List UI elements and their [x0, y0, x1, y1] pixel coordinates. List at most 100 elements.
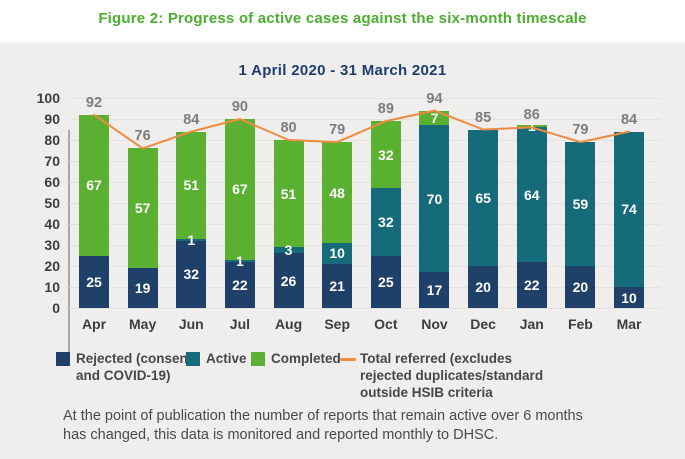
bar-segment-rejected — [614, 287, 645, 308]
bar-segment-rejected — [565, 266, 596, 308]
bar-segment-completed — [322, 142, 353, 243]
legend-label: Rejected (consent and COVID-19) — [76, 351, 193, 383]
bar-segment-rejected — [127, 268, 158, 308]
bar-segment-value: 64 — [523, 186, 540, 203]
legend-label: Completed — [271, 351, 341, 366]
bar-segment-completed — [273, 140, 304, 248]
total-referred-value: 79 — [329, 122, 346, 139]
bar-segment-rejected — [224, 261, 255, 308]
bar-segment-active — [565, 142, 596, 266]
bar-column-jul: 22 1 67 — [224, 98, 255, 308]
x-axis-label-nov: Nov — [421, 316, 448, 332]
bar-segment-value: 25 — [86, 273, 102, 290]
total-referred-value: 90 — [231, 99, 248, 115]
bar-segment-active — [370, 188, 401, 256]
y-axis-tick-label: 50 — [44, 195, 60, 211]
total-referred-value: 94 — [426, 90, 443, 107]
gridline — [69, 97, 660, 99]
bar-segment-rejected — [273, 253, 304, 308]
bar-segment-value: 21 — [329, 277, 345, 294]
total-referred-value: 89 — [377, 101, 394, 118]
bar-segment-active — [419, 125, 450, 273]
bar-segment-value: 10 — [621, 289, 637, 306]
total-referred-value: 84 — [620, 111, 638, 128]
bar-segment-rejected — [370, 255, 401, 308]
bar-column-feb: 20 59 — [565, 98, 596, 308]
y-axis-tick-label: 20 — [44, 258, 60, 274]
footer-note: At the point of publication the number o… — [63, 407, 653, 445]
bar-column-jun: 32 1 51 — [176, 98, 207, 308]
x-axis-label-sep: Sep — [324, 316, 351, 332]
bar-column-mar: 10 74 — [614, 98, 645, 308]
bar-segment-value: 59 — [572, 196, 589, 213]
bar-column-sep: 21 10 48 — [322, 98, 353, 308]
plot-area: 25 67 19 57 32 1 51 22 1 67 26 3 51 21 10 48 25 32 32 17 70 7… — [69, 97, 660, 309]
bar-segment-value: 48 — [329, 184, 345, 201]
bar-segment-value: 67 — [86, 177, 102, 194]
legend-square-swatch — [186, 352, 200, 366]
bar-segment-value: 20 — [475, 279, 491, 295]
y-axis-tick-label: 90 — [44, 111, 60, 127]
x-axis-label-dec: Dec — [470, 316, 496, 332]
bar-segment-completed — [370, 121, 401, 189]
figure-title: Figure 2: Progress of active cases again… — [98, 10, 587, 27]
legend-square-swatch — [56, 352, 70, 366]
gridline — [69, 265, 660, 267]
legend-label: Total referred (excludes rejected duplica… — [360, 351, 544, 400]
bar-column-aug: 26 3 51 — [273, 98, 304, 308]
gridline — [69, 286, 660, 288]
gridline — [69, 139, 660, 141]
total-referred-value: 85 — [475, 109, 492, 126]
bar-segment-rejected — [419, 272, 450, 308]
bar-segment-value: 51 — [280, 185, 297, 202]
bar-segment-value: 57 — [134, 200, 151, 217]
y-axis-line — [68, 130, 70, 363]
bar-segment-active — [224, 259, 255, 262]
total-referred-value: 79 — [572, 122, 589, 139]
gridline — [69, 307, 660, 309]
x-axis-label-aug: Aug — [274, 316, 303, 332]
bar-segment-value: 70 — [426, 190, 443, 207]
y-axis-tick-label: 10 — [44, 279, 60, 295]
bar-segment-rejected — [516, 261, 547, 308]
y-axis-tick-label: 0 — [52, 300, 60, 316]
x-axis-label-jan: Jan — [519, 316, 544, 332]
gridline — [69, 223, 660, 225]
bar-segment-value: 32 — [378, 146, 394, 163]
bar-segment-rejected — [322, 263, 353, 308]
bar-segment-value: 1 — [236, 252, 244, 269]
bar-column-may: 19 57 — [127, 98, 158, 308]
bar-segment-value: 1 — [527, 118, 536, 135]
bar-segment-active — [273, 247, 304, 254]
gridline — [69, 181, 660, 183]
legend-square-swatch — [251, 352, 265, 366]
bar-segment-value: 67 — [232, 181, 248, 198]
bar-segment-completed — [516, 125, 547, 128]
y-axis-tick-label: 70 — [44, 153, 60, 169]
bar-segment-completed — [79, 114, 109, 256]
bar-segment-value: 32 — [378, 213, 394, 230]
total-referred-value: 84 — [183, 111, 200, 128]
chart-subtitle: 1 April 2020 - 31 March 2021 — [238, 62, 447, 79]
y-axis-tick-label: 60 — [44, 174, 60, 190]
x-axis-label-jul: Jul — [229, 316, 251, 332]
x-axis-label-jun: Jun — [178, 316, 204, 332]
bar-segment-value: 74 — [621, 201, 637, 218]
bar-segment-active — [516, 127, 547, 262]
bar-segment-rejected — [176, 240, 207, 308]
gridline — [69, 160, 660, 162]
bar-segment-value: 17 — [426, 282, 443, 299]
bar-segment-value: 51 — [183, 177, 200, 194]
bar-segment-completed — [127, 148, 158, 269]
bar-segment-value: 22 — [232, 276, 248, 293]
bar-segment-value: 22 — [523, 276, 540, 293]
bar-segment-value: 7 — [430, 109, 439, 126]
bar-segment-value: 65 — [475, 189, 491, 206]
y-axis-tick-label: 30 — [44, 237, 60, 253]
bar-segment-completed — [224, 119, 255, 260]
total-referred-value: 92 — [85, 94, 103, 111]
bar-segment-value: 3 — [284, 242, 293, 259]
bar-column-jan: 22 64 1 — [516, 98, 547, 308]
total-referred-value: 80 — [280, 120, 297, 136]
bar-column-oct: 25 32 32 — [370, 98, 401, 308]
